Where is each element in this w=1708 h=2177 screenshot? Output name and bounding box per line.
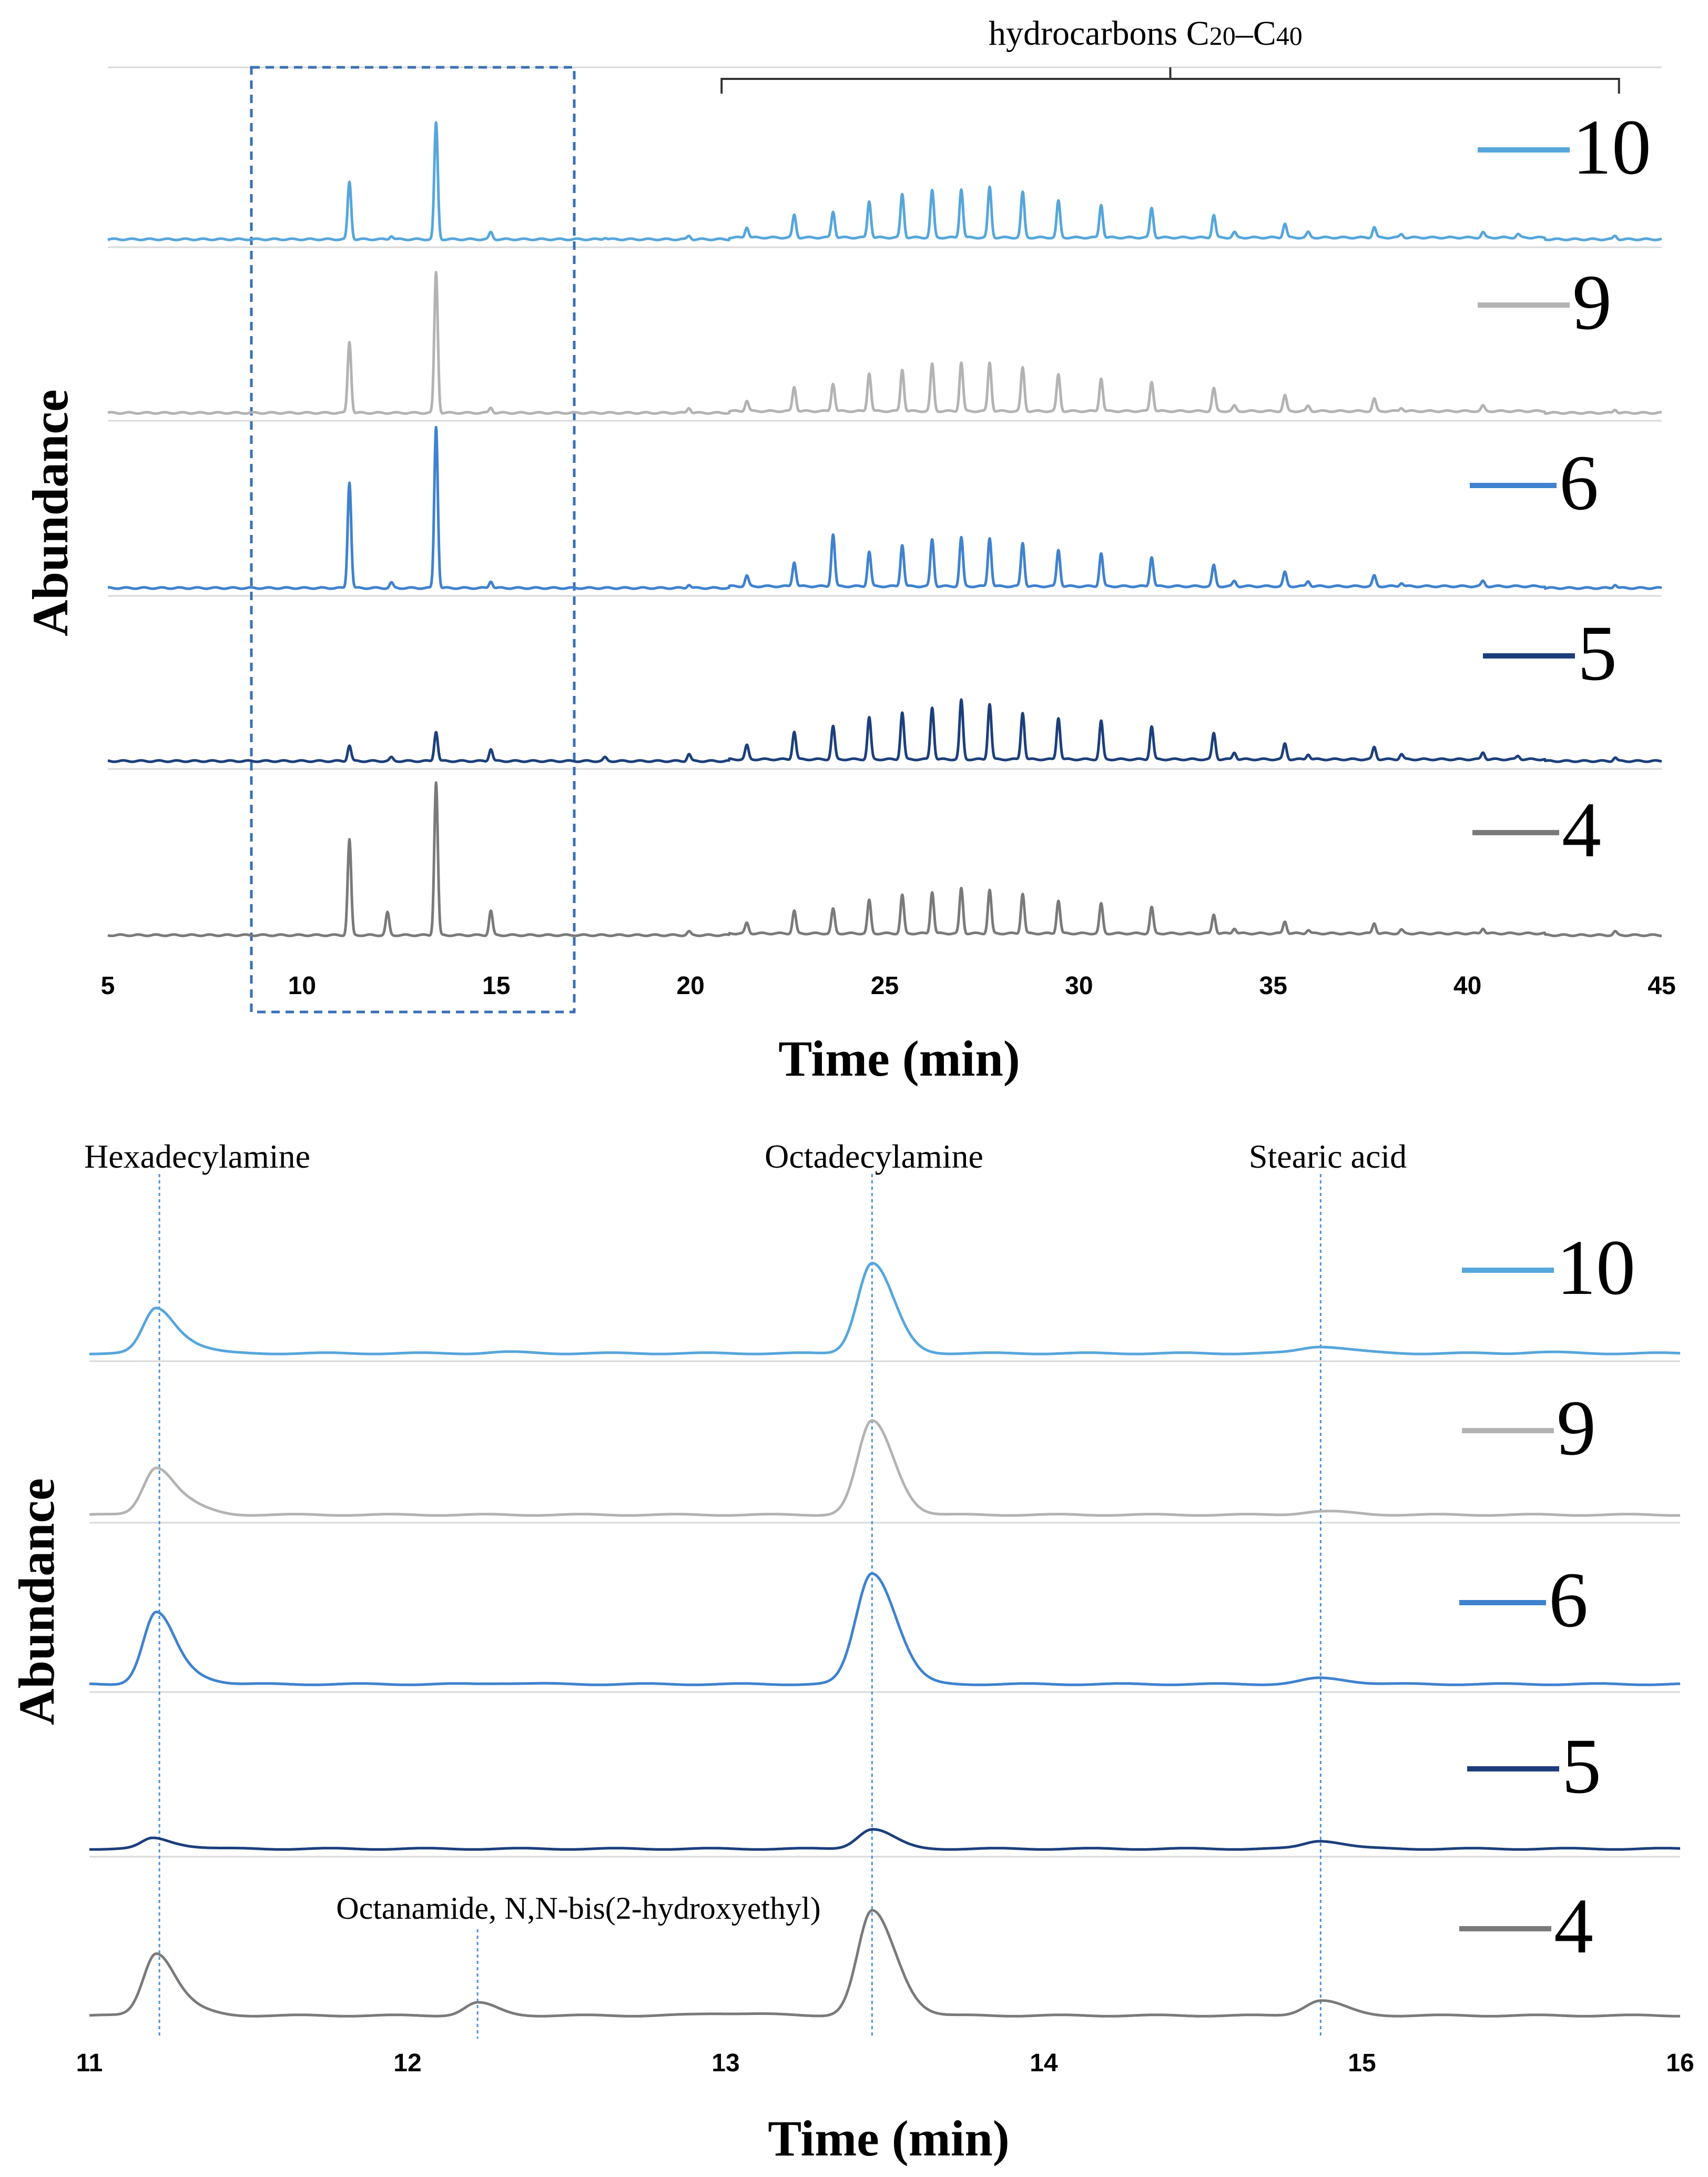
legend-label-9: 9 bbox=[1557, 1384, 1596, 1472]
panel-a-x-axis-title: Time (min) bbox=[778, 1030, 1020, 1087]
x-tick-label: 25 bbox=[871, 972, 899, 1000]
overview-chromatogram-panel: hydrocarbons C20–C40 10 9 6 5 4 5 10 15 20 25 30 3… bbox=[22, 14, 1676, 1087]
panel-a-traces bbox=[107, 121, 1663, 937]
x-tick-label: 45 bbox=[1648, 972, 1675, 1000]
x-tick-label: 10 bbox=[288, 972, 316, 1000]
compound-label-octadecylamine: Octadecylamine bbox=[765, 1138, 983, 1175]
panel-a-y-axis-title: Abundance bbox=[22, 389, 78, 636]
bracket-line bbox=[720, 67, 1620, 94]
x-tick-label: 12 bbox=[393, 2049, 421, 2077]
x-tick-label: 15 bbox=[1348, 2049, 1376, 2077]
panel-b-x-axis-title: Time (min) bbox=[768, 2110, 1010, 2166]
compound-label-octanamide: Octanamide, N,N-bis(2-hydroxyethyl) bbox=[336, 1891, 820, 1926]
x-tick-label: 5 bbox=[101, 972, 115, 1000]
panel-b-compound-markers bbox=[158, 1174, 1321, 2039]
zoom-trace-sample-9 bbox=[88, 1419, 1681, 1517]
legend-label-5: 5 bbox=[1578, 610, 1617, 697]
x-tick-label: 30 bbox=[1065, 972, 1093, 1000]
compound-label-hexadecylamine: Hexadecylamine bbox=[84, 1138, 310, 1175]
zoom-trace-sample-4 bbox=[88, 1909, 1681, 2018]
trace-sample-6 bbox=[107, 426, 1663, 590]
zoomed-chromatogram-panel: Hexadecylamine Octadecylamine Stearic ac… bbox=[8, 1138, 1694, 2166]
x-tick-label: 16 bbox=[1666, 2049, 1694, 2077]
panel-b-legend: 10 9 6 5 4 bbox=[1459, 1224, 1635, 1970]
x-tick-label: 14 bbox=[1030, 2049, 1058, 2077]
highlight-region-box bbox=[250, 66, 576, 1014]
trace-sample-9 bbox=[107, 271, 1663, 415]
zoom-trace-sample-10 bbox=[88, 1262, 1681, 1355]
x-tick-label: 11 bbox=[76, 2049, 103, 2077]
panel-b-traces bbox=[88, 1262, 1681, 2018]
legend-label-10: 10 bbox=[1557, 1224, 1635, 1311]
x-tick-label: 15 bbox=[482, 972, 510, 1000]
legend-label-6: 6 bbox=[1549, 1556, 1588, 1644]
trace-sample-10 bbox=[107, 121, 1663, 241]
zoom-trace-sample-5 bbox=[88, 1828, 1681, 1851]
x-tick-label: 13 bbox=[711, 2049, 739, 2077]
panel-b-y-axis-title: Abundance bbox=[8, 1478, 65, 1725]
panel-a-x-ticks: 5 10 15 20 25 30 35 40 45 bbox=[101, 972, 1676, 1000]
panel-b-gridlines bbox=[89, 1360, 1680, 1858]
legend-label-6: 6 bbox=[1559, 439, 1599, 526]
legend-label-4: 4 bbox=[1554, 1882, 1593, 1970]
compound-label-stearic-acid: Stearic acid bbox=[1249, 1138, 1407, 1175]
zoom-trace-sample-6 bbox=[88, 1572, 1681, 1686]
panel-a-legend: 10 9 6 5 4 bbox=[1470, 104, 1651, 874]
trace-sample-4 bbox=[107, 781, 1663, 937]
x-tick-label: 35 bbox=[1259, 972, 1287, 1000]
panel-b-x-ticks: 11 12 13 14 15 16 bbox=[76, 2049, 1694, 2077]
panel-a-gridlines bbox=[108, 66, 1662, 770]
legend-label-4: 4 bbox=[1562, 786, 1601, 874]
hydrocarbon-range-bracket bbox=[720, 67, 1620, 94]
legend-label-5: 5 bbox=[1562, 1723, 1601, 1810]
hydrocarbon-annotation: hydrocarbons C20–C40 bbox=[989, 14, 1303, 53]
legend-label-9: 9 bbox=[1572, 259, 1612, 346]
x-tick-label: 20 bbox=[676, 972, 704, 1000]
legend-label-10: 10 bbox=[1572, 104, 1651, 191]
trace-sample-5 bbox=[107, 698, 1663, 763]
x-tick-label: 40 bbox=[1453, 972, 1481, 1000]
